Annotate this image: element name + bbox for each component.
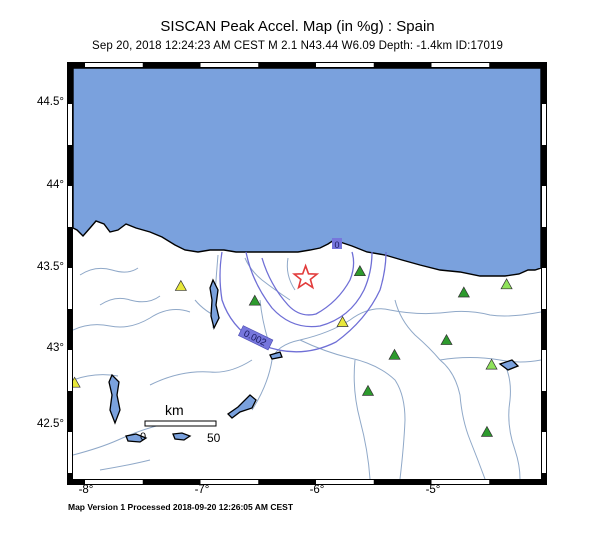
scale-start-label: 0	[140, 431, 147, 443]
scale-end-label: 50	[207, 431, 221, 445]
station-triangle-icon	[457, 286, 470, 298]
station-triangle-icon	[336, 315, 349, 327]
station-triangle-icon	[73, 376, 81, 388]
processing-footer: Map Version 1 Processed 2018-09-20 12:26…	[68, 502, 294, 512]
station-triangle-icon	[440, 333, 453, 345]
station-triangle-icon	[480, 425, 494, 437]
y-tick-label: 43°	[46, 342, 64, 354]
x-tick-label: -6°	[309, 484, 325, 496]
epicenter-star-icon	[292, 263, 320, 290]
x-tick-label: -7°	[194, 484, 210, 496]
station-triangle-icon	[388, 348, 401, 360]
y-tick-label: 43.5°	[37, 261, 64, 273]
y-tick-label: 42.5°	[37, 418, 64, 430]
contour-label-box-2	[332, 238, 342, 249]
reservoirs	[108, 278, 520, 443]
y-tick-label: 44.5°	[37, 96, 64, 108]
station-triangle-icon	[500, 278, 513, 290]
pga-contours	[219, 251, 387, 353]
map-subtitle: Sep 20, 2018 12:24:23 AM CEST M 2.1 N43.…	[92, 40, 503, 52]
x-tick-label: -5°	[425, 484, 441, 496]
station-triangle-icon	[485, 358, 498, 370]
frame-ticks	[68, 63, 546, 484]
y-tick-label: 44°	[46, 179, 64, 191]
station-triangle-icon	[353, 265, 366, 277]
map-title: SISCAN Peak Accel. Map (in %g) : Spain	[160, 18, 435, 35]
contour-label-box	[238, 325, 274, 351]
scale-unit-label: km	[165, 402, 184, 418]
station-triangle-icon	[174, 279, 187, 291]
sea-area	[73, 68, 541, 277]
station-triangle-icon	[361, 384, 375, 396]
scale-bar	[144, 420, 217, 427]
stations-layer	[73, 265, 513, 437]
x-tick-label: -8°	[78, 484, 94, 496]
station-triangle-icon	[248, 294, 261, 306]
contour-label-0: 0	[334, 240, 339, 250]
